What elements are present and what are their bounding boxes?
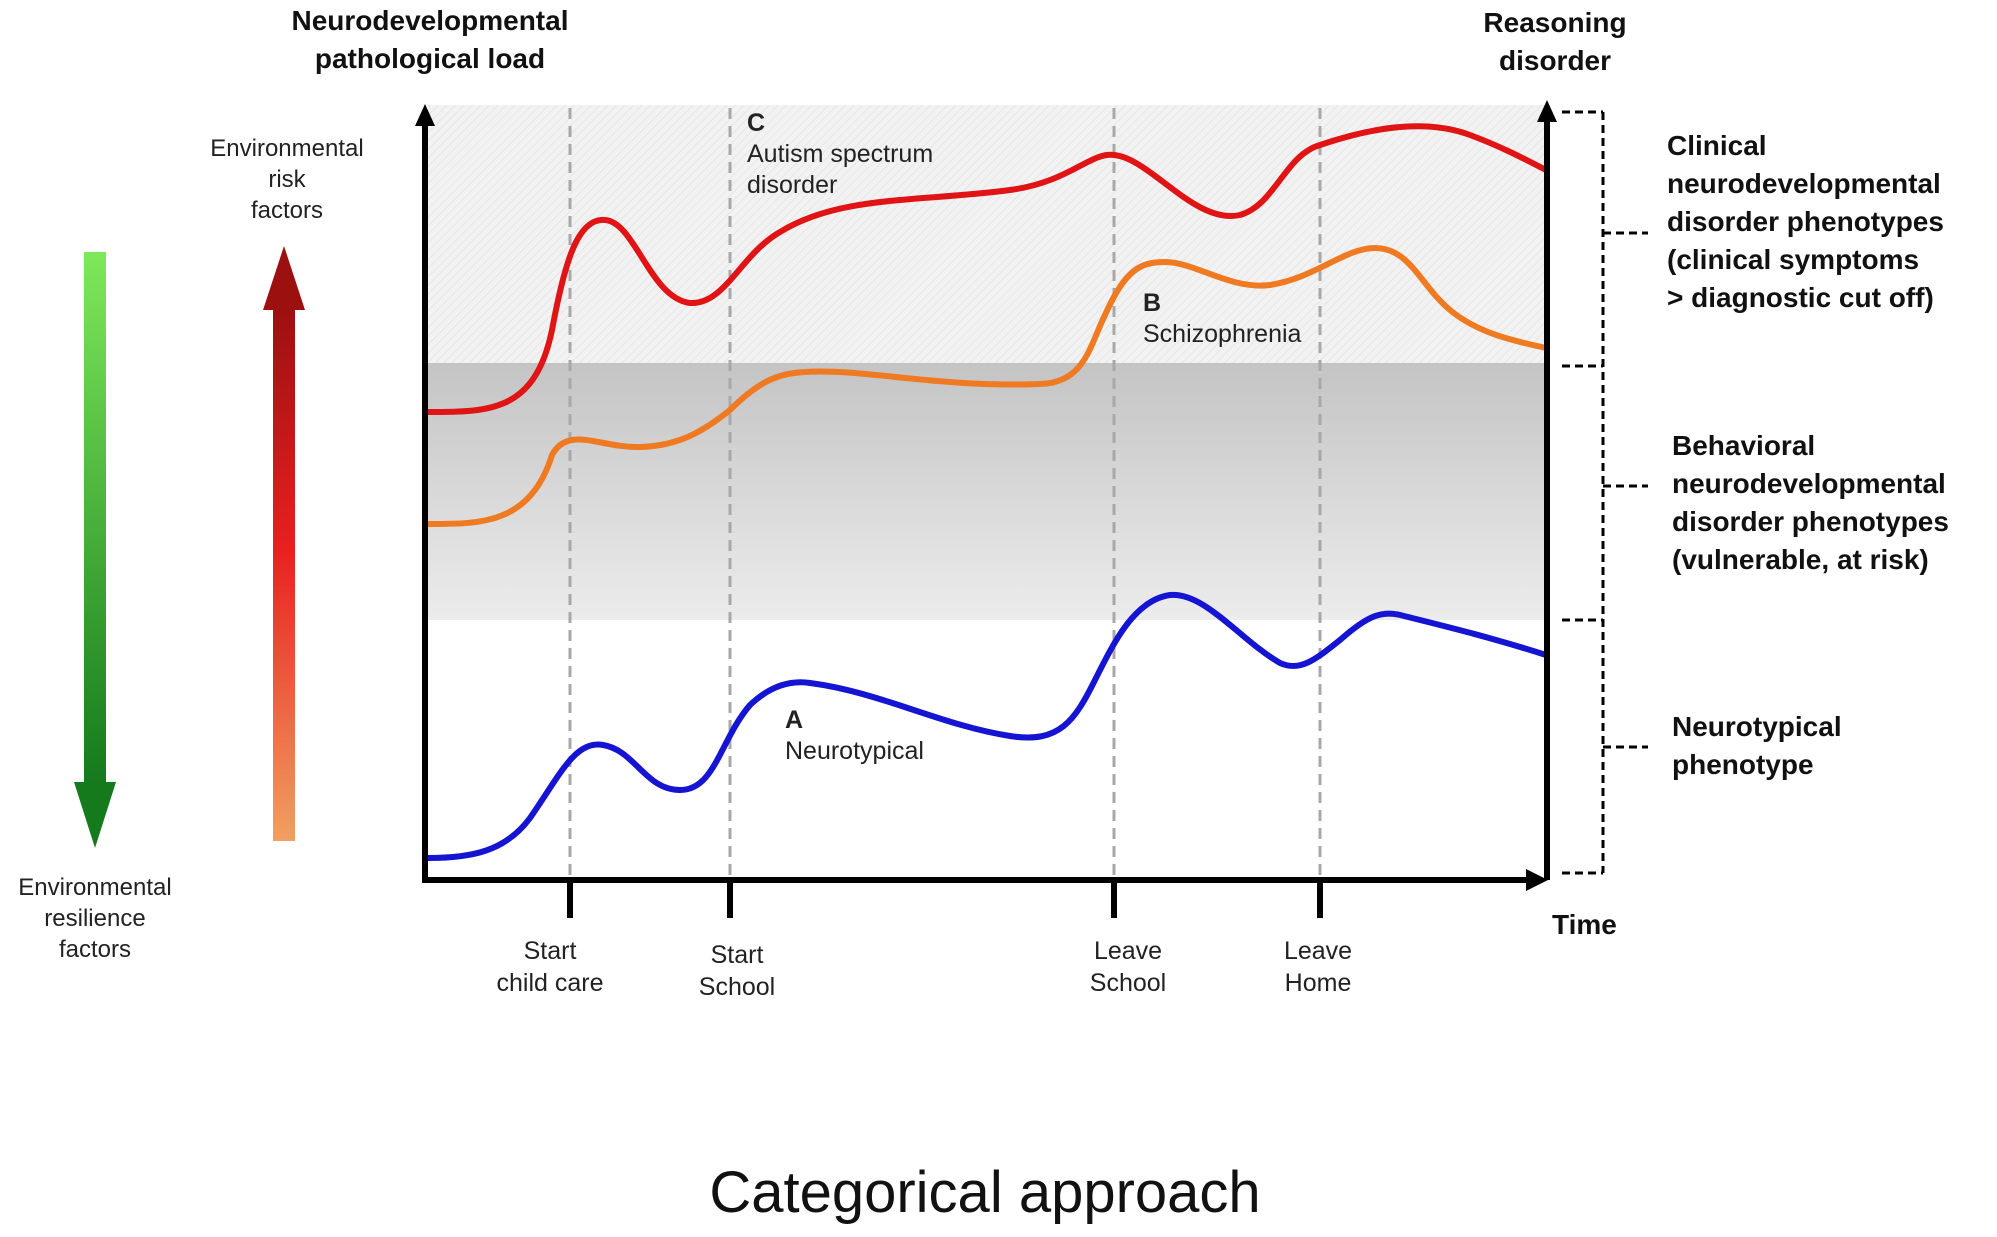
curve-label-neurotypical: A Neurotypical [785, 706, 924, 765]
curve-autism [425, 123, 1549, 415]
clinical-phenotype-label: Clinical neurodevelopmental disorder phe… [1667, 130, 1944, 313]
behavioral-phenotype-label: Behavioral neurodevelopmental disorder p… [1672, 430, 1949, 575]
time-axis [422, 869, 1548, 891]
phenotype-bracket [1562, 110, 1648, 875]
behavioral-band [428, 363, 1547, 620]
right-axis-title: Reasoning disorder [1483, 7, 1627, 76]
milestone-lines [568, 108, 1322, 882]
right-axis [1537, 100, 1557, 880]
milestone-ticks [567, 880, 1323, 918]
left-axis [415, 104, 435, 880]
curve-neurotypical [425, 591, 1549, 861]
milestone-label-start-child-care: Start child care [496, 937, 604, 997]
neurotypical-phenotype-label: Neurotypical phenotype [1672, 711, 1842, 780]
curve-label-autism: C Autism spectrum disorder [747, 109, 934, 199]
figure-caption: Categorical approach [709, 1160, 1261, 1225]
left-axis-title: Neurodevelopmental pathological load [291, 5, 569, 74]
risk-factors-label: Environmental risk factors [210, 135, 364, 224]
curve-label-schizophrenia: B Schizophrenia [1143, 289, 1302, 348]
milestone-label-leave-home: Leave Home [1283, 937, 1353, 997]
risk-arrow [263, 246, 305, 841]
milestone-label-start-school: Start School [698, 941, 776, 1001]
clinical-band [428, 105, 1547, 363]
resilience-arrow [74, 252, 116, 848]
resilience-factors-label: Environmental resilience factors [18, 874, 172, 963]
milestone-label-leave-school: Leave School [1089, 937, 1167, 997]
curve-schizophrenia [425, 244, 1549, 528]
time-axis-label: Time [1552, 909, 1617, 940]
